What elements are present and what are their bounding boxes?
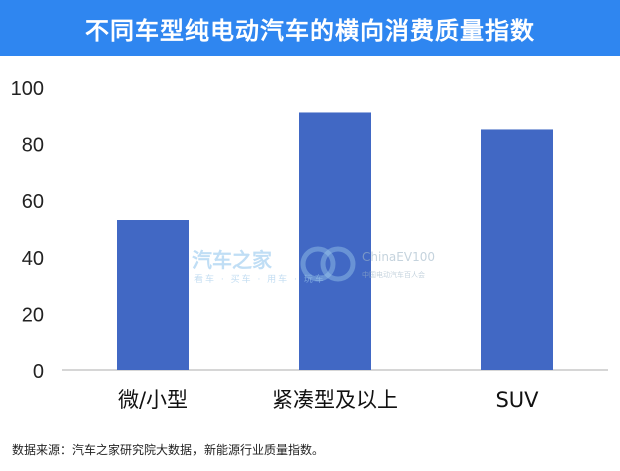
chart-title: 不同车型纯电动汽车的横向消费质量指数 <box>85 16 535 45</box>
y-tick-label: 0 <box>33 361 44 383</box>
bar <box>481 129 553 370</box>
y-tick-label: 100 <box>11 78 44 100</box>
watermark-logo-icon <box>300 246 356 282</box>
x-category-label: 紧凑型及以上 <box>272 388 398 412</box>
watermark-brand: 汽车之家 <box>192 248 272 272</box>
chart-header: 不同车型纯电动汽车的横向消费质量指数 <box>0 0 620 56</box>
watermark-partner: ChinaEV100 <box>362 250 435 264</box>
data-source-note: 数据来源：汽车之家研究院大数据，新能源行业质量指数。 <box>12 443 325 457</box>
x-category-label: 微/小型 <box>118 388 188 412</box>
y-tick-label: 40 <box>22 248 44 270</box>
bar <box>299 112 371 370</box>
y-tick-label: 60 <box>22 191 44 213</box>
bar <box>117 220 189 370</box>
watermark-brand-sub: 看车 · 买车 · 用车 · 玩车 <box>194 275 326 285</box>
watermark-partner-sub: 中国电动汽车百人会 <box>362 271 425 279</box>
x-category-label: SUV <box>495 388 539 412</box>
y-tick-label: 20 <box>22 304 44 326</box>
y-tick-label: 80 <box>22 135 44 157</box>
bar-chart: 0 20 40 60 80 100 微/小型 紧凑型及以上 SUV <box>11 78 608 412</box>
